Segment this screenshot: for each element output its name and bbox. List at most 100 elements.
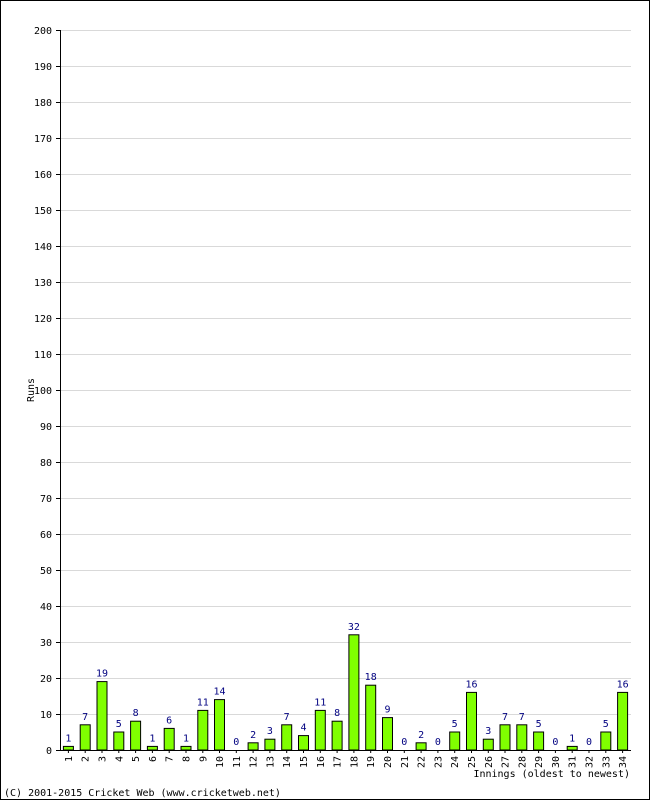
bar (348, 634, 360, 751)
y-tick-label: 0 (46, 746, 52, 757)
bar (197, 709, 209, 751)
x-tick-label: 29 (534, 756, 545, 768)
x-tick-label: 3 (98, 756, 109, 762)
x-tick-label: 7 (165, 756, 176, 762)
y-tick-label: 140 (34, 242, 52, 253)
data-label: 5 (452, 719, 458, 730)
data-label: 4 (300, 723, 306, 734)
x-tick-label: 28 (517, 756, 528, 768)
x-tick-label: 20 (383, 756, 394, 768)
data-label: 2 (250, 730, 256, 741)
data-label: 7 (502, 712, 508, 723)
y-axis-label: Runs (26, 378, 37, 402)
data-label: 5 (116, 719, 122, 730)
bar (247, 742, 259, 751)
x-tick-label: 27 (501, 756, 512, 768)
bar (415, 742, 427, 751)
data-label: 7 (519, 712, 525, 723)
bar (180, 745, 192, 751)
y-tick-label: 200 (34, 26, 52, 37)
data-label: 5 (536, 719, 542, 730)
bar (499, 724, 511, 751)
data-label: 6 (166, 715, 172, 726)
x-tick-label: 12 (249, 756, 260, 768)
bar (264, 738, 276, 751)
bar (314, 709, 326, 751)
bar (617, 691, 629, 751)
bar (281, 724, 293, 751)
bars (62, 634, 629, 751)
data-label: 2 (418, 730, 424, 741)
data-label: 0 (401, 737, 407, 748)
x-tick-label: 30 (551, 756, 562, 768)
y-tick-label: 170 (34, 134, 52, 145)
data-label: 1 (65, 733, 71, 744)
x-tick-label: 6 (148, 756, 159, 762)
data-label: 0 (435, 737, 441, 748)
y-tick-label: 100 (34, 386, 52, 397)
copyright-text: (C) 2001-2015 Cricket Web (www.cricketwe… (4, 788, 281, 799)
x-tick-label: 21 (400, 756, 411, 768)
x-tick-label: 17 (333, 756, 344, 768)
bar (163, 727, 175, 751)
y-tick-label: 160 (34, 170, 52, 181)
x-tick-label: 9 (198, 756, 209, 762)
bar (298, 735, 309, 751)
x-tick-label: 16 (316, 756, 327, 768)
data-label: 32 (348, 622, 360, 633)
y-tick-label: 20 (40, 674, 52, 685)
bar (466, 691, 477, 751)
y-tick-label: 120 (34, 314, 52, 325)
data-label: 9 (384, 705, 390, 716)
bar (516, 724, 528, 751)
data-label: 5 (603, 719, 609, 730)
y-tick-label: 60 (40, 530, 52, 541)
data-label: 11 (197, 697, 209, 708)
data-label: 8 (133, 708, 139, 719)
bar (79, 724, 91, 751)
data-label: 8 (334, 708, 340, 719)
bar (600, 731, 612, 751)
bar (482, 738, 494, 751)
bar (214, 699, 225, 751)
y-tick-label: 110 (34, 350, 52, 361)
data-label: 3 (485, 726, 491, 737)
y-tick-label: 90 (40, 422, 52, 433)
data-label: 16 (617, 679, 629, 690)
y-tick-label: 190 (34, 62, 52, 73)
bar (566, 745, 578, 751)
y-tick-label: 40 (40, 602, 52, 613)
y-tick-label: 30 (40, 638, 52, 649)
x-tick-label: 19 (366, 756, 377, 768)
data-label: 18 (365, 672, 377, 683)
y-axis-ticks: 0 10 20 30 40 50 60 70 80 90 100 110 120 130 140 150 160… (34, 26, 52, 757)
x-axis-ticks: 1 2 3 4 5 6 7 8 9 10 11 12 13 14 15 16 17 18 19 20 21 22 23 24 2… (64, 750, 629, 768)
x-tick-label: 10 (215, 756, 226, 768)
bar (533, 731, 545, 751)
gridlines (56, 30, 631, 751)
data-label: 1 (183, 733, 189, 744)
x-tick-label: 2 (81, 756, 92, 762)
bar (382, 717, 393, 751)
y-tick-label: 50 (40, 566, 52, 577)
data-label: 1 (569, 733, 575, 744)
data-label: 7 (82, 712, 88, 723)
x-tick-label: 23 (433, 756, 444, 768)
x-tick-label: 32 (585, 756, 596, 768)
data-label: 3 (267, 726, 273, 737)
y-tick-label: 80 (40, 458, 52, 469)
x-tick-label: 34 (618, 756, 629, 768)
data-label: 0 (552, 737, 558, 748)
data-label: 0 (233, 737, 239, 748)
x-tick-label: 24 (450, 756, 461, 768)
x-tick-label: 33 (601, 756, 612, 768)
bar (62, 745, 74, 751)
bar (96, 681, 108, 751)
data-label: 1 (149, 733, 155, 744)
x-tick-label: 11 (232, 756, 243, 768)
x-tick-label: 13 (265, 756, 276, 768)
y-tick-label: 150 (34, 206, 52, 217)
